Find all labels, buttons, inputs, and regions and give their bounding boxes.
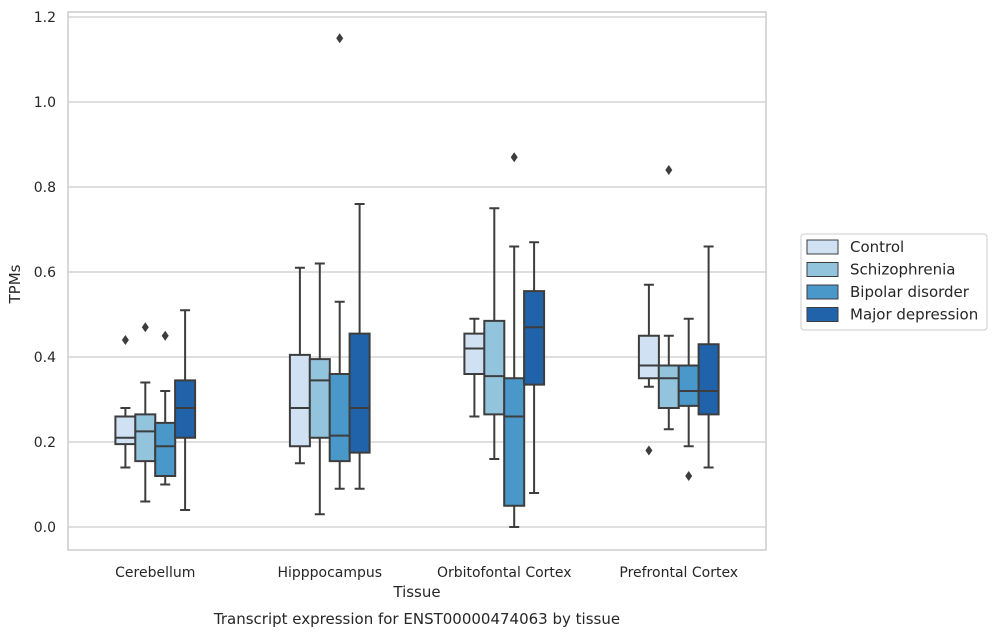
y-tick-label: 0.2 bbox=[34, 435, 56, 451]
box-body bbox=[637, 334, 660, 380]
legend: Control Schizophrenia Bipolar disorder Majo… bbox=[800, 233, 988, 331]
outlier-point bbox=[121, 335, 129, 345]
box-body bbox=[308, 358, 331, 439]
box-major-depression bbox=[523, 241, 546, 494]
box-body bbox=[154, 421, 177, 477]
outlier-point bbox=[645, 445, 653, 456]
legend-label: Major depression bbox=[850, 306, 978, 324]
y-tick-label: 0.8 bbox=[34, 180, 56, 196]
box-bipolar-disorder bbox=[677, 317, 700, 481]
box-schizophrenia bbox=[308, 262, 331, 516]
box-control bbox=[114, 335, 137, 469]
legend-swatch bbox=[806, 284, 839, 300]
legend-label: Bipolar disorder bbox=[850, 283, 970, 301]
box-body bbox=[523, 290, 546, 386]
x-tick-label: Orbitofontal Cortex bbox=[437, 565, 572, 581]
y-tick-label: 1.0 bbox=[34, 95, 56, 111]
legend-label: Schizophrenia bbox=[850, 261, 955, 279]
box-schizophrenia bbox=[657, 165, 680, 431]
box-schizophrenia bbox=[483, 207, 506, 460]
box-body bbox=[288, 353, 311, 448]
box-body bbox=[348, 332, 371, 454]
x-tick-label: Prefrontal Cortex bbox=[619, 565, 738, 581]
outlier-point bbox=[665, 165, 673, 175]
box-body bbox=[463, 332, 486, 375]
box-major-depression bbox=[697, 245, 720, 469]
box-schizophrenia bbox=[134, 322, 157, 503]
y-axis-label: TPMs bbox=[6, 264, 24, 304]
outlier-point bbox=[336, 33, 344, 44]
box-body bbox=[328, 373, 351, 463]
chart-title: Transcript expression for ENST0000047406… bbox=[213, 610, 620, 628]
box-body bbox=[677, 364, 700, 407]
box-major-depression bbox=[348, 203, 371, 490]
box-control bbox=[463, 317, 486, 418]
plot-frame bbox=[67, 11, 767, 551]
y-tick-label: 0.0 bbox=[34, 520, 56, 536]
box-body bbox=[134, 413, 157, 463]
box-control bbox=[288, 266, 311, 465]
box-body bbox=[657, 364, 680, 409]
outlier-point bbox=[141, 322, 149, 333]
box-body bbox=[174, 379, 197, 439]
y-tick-label: 0.4 bbox=[34, 350, 56, 366]
box-body bbox=[483, 319, 506, 416]
box-bipolar-disorder bbox=[154, 330, 177, 486]
box-major-depression bbox=[174, 309, 197, 511]
outlier-point bbox=[685, 471, 693, 481]
legend-swatch bbox=[806, 262, 839, 277]
x-axis-label: Tissue bbox=[392, 583, 440, 601]
legend-swatch bbox=[806, 307, 839, 322]
y-axis-ticks: 0.0 0.2 0.4 0.6 0.8 1.0 1.2 bbox=[34, 10, 56, 536]
box-body bbox=[697, 343, 720, 416]
box-body bbox=[114, 415, 137, 446]
y-tick-label: 1.2 bbox=[34, 10, 56, 26]
legend-frame bbox=[800, 233, 988, 331]
x-axis-ticks: Cerebellum Hipppocampus Orbitofontal Corte… bbox=[115, 565, 738, 581]
legend-swatch bbox=[806, 239, 839, 255]
box-bipolar-disorder bbox=[503, 152, 526, 528]
x-tick-label: Hipppocampus bbox=[277, 565, 382, 581]
x-tick-label: Cerebellum bbox=[115, 565, 195, 581]
y-tick-label: 0.6 bbox=[34, 265, 56, 281]
box-control bbox=[637, 283, 660, 456]
box-layer bbox=[114, 33, 720, 528]
outlier-point bbox=[161, 330, 169, 341]
legend-label: Control bbox=[850, 238, 904, 256]
box-body bbox=[503, 377, 526, 507]
outlier-point bbox=[510, 152, 518, 163]
